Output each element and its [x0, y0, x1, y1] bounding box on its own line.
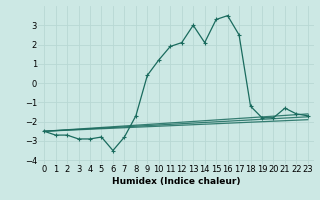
X-axis label: Humidex (Indice chaleur): Humidex (Indice chaleur): [112, 177, 240, 186]
